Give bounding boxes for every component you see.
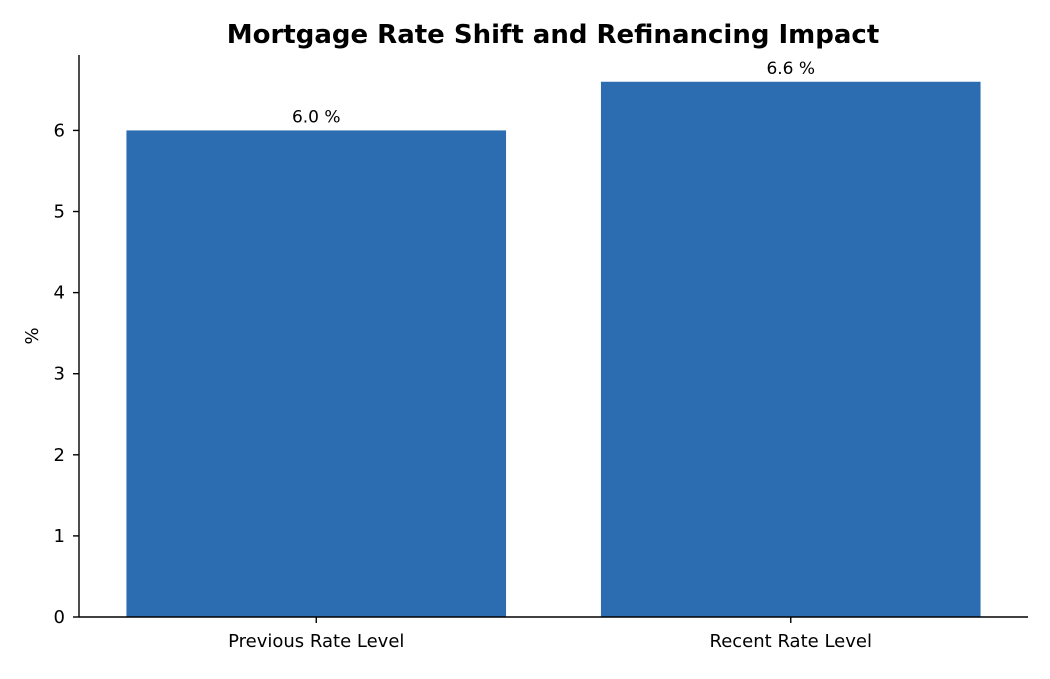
y-tick-label-1: 1 [54,526,65,547]
y-tick-label-6: 6 [54,120,65,141]
y-tick-label-2: 2 [54,445,65,466]
bar-2 [600,81,981,617]
y-axis-label: % [22,327,43,344]
data-label-1: 6.0 % [292,107,341,127]
data-label-2: 6.6 % [766,59,815,79]
y-tick-label-5: 5 [54,202,65,223]
y-tick-label-4: 4 [54,283,65,304]
x-tick-label-2: Recent Rate Level [710,631,872,652]
y-tick-label-0: 0 [54,607,65,628]
y-tick-label-3: 3 [54,364,65,385]
x-tick-label-1: Previous Rate Level [228,631,404,652]
chart-title: Mortgage Rate Shift and Refinancing Impa… [227,20,880,50]
plot-area: 6.0 % Previous Rate Level 6.6 % Recent Rate… [54,55,1028,652]
bar-1 [126,130,507,618]
